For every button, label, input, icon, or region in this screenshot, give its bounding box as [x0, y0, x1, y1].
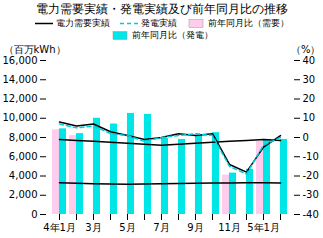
svg-text:7月: 7月 — [153, 222, 169, 233]
svg-text:（%）: （%） — [291, 44, 321, 55]
svg-text:6,000: 6,000 — [9, 151, 38, 162]
svg-text:10: 10 — [303, 112, 316, 123]
html-text:前年同月比（発電）: 前年同月比（発電） — [131, 30, 213, 40]
svg-text:11月: 11月 — [218, 222, 241, 233]
svg-text:40: 40 — [303, 55, 316, 66]
svg-text:2,000: 2,000 — [9, 189, 38, 200]
html-text:発電実績: 発電実績 — [140, 18, 177, 28]
svg-text:12,000: 12,000 — [3, 93, 38, 104]
svg-text:10,000: 10,000 — [3, 112, 38, 123]
svg-text:9月: 9月 — [187, 222, 203, 233]
svg-text:5年1月: 5年1月 — [247, 222, 280, 233]
html-text:電力需要実績・発電実績及び前年同月比の推移: 電力需要実績・発電実績及び前年同月比の推移 — [35, 2, 288, 16]
svg-text:5月: 5月 — [119, 222, 135, 233]
svg-text:-30: -30 — [303, 189, 319, 200]
svg-text:8,000: 8,000 — [9, 132, 38, 143]
svg-text:-10: -10 — [303, 151, 319, 162]
svg-text:3月: 3月 — [85, 222, 101, 233]
svg-text:（百万kWh）: （百万kWh） — [4, 44, 66, 55]
svg-text:0: 0 — [31, 209, 37, 220]
svg-text:20: 20 — [303, 93, 316, 104]
svg-text:30: 30 — [303, 74, 316, 85]
html-text:前年同月比（需要）: 前年同月比（需要） — [207, 18, 289, 28]
svg-text:-40: -40 — [303, 209, 319, 220]
svg-text:16,000: 16,000 — [3, 55, 38, 66]
html-text:電力需要実績: 電力需要実績 — [55, 18, 110, 28]
svg-text:4年1月: 4年1月 — [43, 222, 76, 233]
svg-text:4,000: 4,000 — [9, 170, 38, 181]
svg-text:0: 0 — [303, 132, 309, 143]
svg-text:14,000: 14,000 — [3, 74, 38, 85]
svg-text:-20: -20 — [303, 170, 319, 181]
